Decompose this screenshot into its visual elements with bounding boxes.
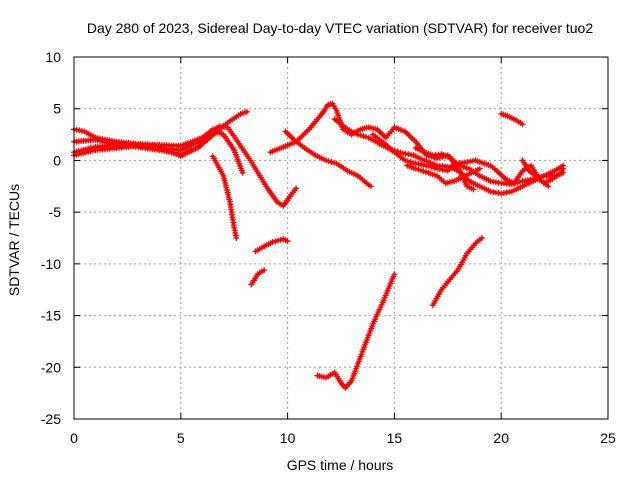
series-markers <box>248 267 268 288</box>
grid <box>74 57 608 419</box>
y-tick-label: 5 <box>53 101 61 117</box>
series-trace-15 <box>429 235 485 309</box>
series-trace-17 <box>519 157 567 187</box>
series-trace-5 <box>209 153 240 241</box>
series-markers <box>429 235 485 309</box>
y-tick-label: -15 <box>41 308 61 324</box>
series-markers <box>209 153 240 241</box>
series-markers <box>519 157 567 187</box>
y-tick-label: 0 <box>53 152 61 168</box>
data-series <box>71 100 567 391</box>
series-trace-6 <box>248 267 268 288</box>
series-trace-16 <box>498 110 526 128</box>
series-trace-10 <box>314 271 398 391</box>
series-markers <box>404 162 483 187</box>
series-trace-9 <box>282 128 374 190</box>
y-axis-label: SDTVAR / TECUs <box>6 184 22 296</box>
x-tick-label: 0 <box>70 430 78 446</box>
series-markers <box>282 128 374 190</box>
series-markers <box>498 110 526 128</box>
series-trace-2 <box>71 123 300 209</box>
series-markers <box>314 271 398 391</box>
series-markers <box>252 236 291 255</box>
y-tick-label: -25 <box>41 411 61 427</box>
y-tick-label: -10 <box>41 256 61 272</box>
y-tick-label: -20 <box>41 359 61 375</box>
x-tick-label: 20 <box>493 430 509 446</box>
y-tick-label: -5 <box>49 204 62 220</box>
plot-frame <box>73 56 609 420</box>
series-trace-14 <box>412 145 477 193</box>
x-axis-label: GPS time / hours <box>287 457 394 473</box>
x-tick-label: 25 <box>600 430 616 446</box>
axis-ticks: 0 5 10 15 20 25 -25 -20 -15 -10 -5 0 5 10 <box>41 49 616 446</box>
chart-title: Day 280 of 2023, Sidereal Day-to-day VTE… <box>87 20 594 36</box>
x-tick-label: 5 <box>177 430 185 446</box>
series-line <box>211 154 238 240</box>
y-tick-label: 10 <box>45 49 61 65</box>
series-markers <box>412 145 477 193</box>
series-trace-13 <box>404 162 483 187</box>
series-trace-7 <box>252 236 291 255</box>
x-tick-label: 10 <box>280 430 296 446</box>
x-tick-label: 15 <box>387 430 403 446</box>
series-markers <box>71 123 300 209</box>
